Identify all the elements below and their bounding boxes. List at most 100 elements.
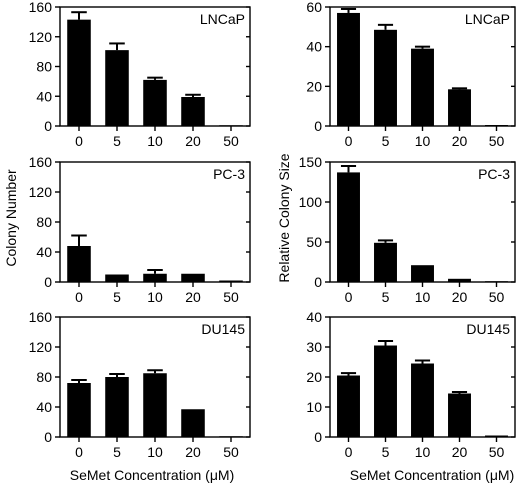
bar — [181, 96, 205, 126]
y-tick-label: 0 — [314, 274, 322, 290]
bar — [374, 29, 397, 126]
bar — [448, 89, 471, 126]
y-tick-label: 80 — [36, 369, 52, 385]
y-tick-label: 60 — [306, 0, 322, 15]
bar — [485, 281, 508, 282]
bar — [105, 274, 129, 282]
y-tick-label: 160 — [29, 309, 53, 325]
x-tick-label: 0 — [75, 133, 83, 149]
x-tick-label: 50 — [223, 133, 239, 149]
y-tick-label: 160 — [29, 154, 53, 170]
bar — [337, 375, 360, 437]
y-tick-label: 50 — [306, 234, 322, 250]
y-tick-label: 40 — [306, 39, 322, 55]
y-tick-label: 0 — [314, 118, 322, 134]
x-tick-label: 50 — [223, 444, 239, 460]
y-tick-label: 40 — [306, 309, 322, 325]
left-x-axis-label: SeMet Concentration (μM) — [70, 467, 234, 483]
y-tick-label: 20 — [306, 369, 322, 385]
panel-pc-3-relative-colony-size: 0 50 100 150 0 5 10 20 50 PC-3 — [299, 154, 516, 305]
y-tick-label: 40 — [36, 399, 52, 415]
bar — [219, 125, 243, 126]
bar — [143, 79, 167, 126]
bar — [485, 125, 508, 126]
x-tick-label: 0 — [345, 133, 353, 149]
x-tick-label: 0 — [345, 444, 353, 460]
y-tick-label: 0 — [44, 274, 52, 290]
cell-line-label: LNCaP — [465, 11, 510, 27]
y-tick-label: 120 — [29, 29, 53, 45]
y-tick-label: 120 — [29, 339, 53, 355]
bar — [181, 273, 205, 282]
y-tick-label: 0 — [44, 429, 52, 445]
x-tick-label: 5 — [382, 289, 390, 305]
bar — [448, 393, 471, 437]
right-x-axis-label: SeMet Concentration (μM) — [350, 467, 514, 483]
bar — [337, 12, 360, 127]
panel-pc-3-colony-number: 0 40 80 120 160 0 5 10 20 50 PC-3 — [29, 154, 251, 305]
bar — [374, 345, 397, 437]
y-tick-label: 40 — [36, 244, 52, 260]
x-tick-label: 50 — [489, 289, 505, 305]
y-tick-label: 30 — [306, 339, 322, 355]
x-tick-label: 20 — [185, 444, 201, 460]
x-tick-label: 20 — [185, 289, 201, 305]
y-tick-label: 0 — [44, 118, 52, 134]
right-y-axis-label: Relative Colony Size — [276, 153, 292, 282]
x-tick-label: 50 — [489, 444, 505, 460]
x-tick-label: 50 — [489, 133, 505, 149]
bar — [181, 409, 205, 437]
bar — [143, 373, 167, 437]
panel-lncap-relative-colony-size: 0 20 40 60 0 5 10 20 50 LNCaP — [306, 0, 516, 149]
y-tick-label: 150 — [299, 154, 323, 170]
left-y-axis-label: Colony Number — [3, 169, 19, 267]
bar — [374, 242, 397, 282]
x-tick-label: 5 — [113, 444, 121, 460]
cell-line-label: DU145 — [201, 321, 245, 337]
bar — [219, 280, 243, 282]
x-tick-label: 10 — [415, 444, 431, 460]
bar — [337, 172, 360, 282]
cell-line-label: PC-3 — [478, 166, 510, 182]
x-tick-label: 10 — [147, 289, 163, 305]
y-tick-label: 40 — [36, 88, 52, 104]
x-tick-label: 10 — [147, 133, 163, 149]
cell-line-label: LNCaP — [200, 11, 245, 27]
bar — [143, 273, 167, 282]
x-tick-label: 20 — [185, 133, 201, 149]
panel-lncap-colony-number: 0 40 80 120 160 0 5 10 20 50 LNCaP — [29, 0, 251, 149]
x-tick-label: 5 — [382, 444, 390, 460]
x-tick-label: 10 — [415, 289, 431, 305]
y-tick-label: 100 — [299, 194, 323, 210]
x-tick-label: 10 — [147, 444, 163, 460]
bar — [105, 377, 129, 437]
y-tick-label: 80 — [36, 59, 52, 75]
x-tick-label: 5 — [113, 133, 121, 149]
y-tick-label: 160 — [29, 0, 53, 15]
x-tick-label: 20 — [452, 289, 468, 305]
cell-line-label: DU145 — [466, 321, 510, 337]
bar — [411, 363, 434, 437]
x-tick-label: 50 — [223, 289, 239, 305]
bar — [485, 435, 508, 437]
bar — [105, 50, 129, 127]
bar — [67, 246, 91, 282]
x-tick-label: 0 — [75, 289, 83, 305]
bar — [411, 265, 434, 282]
panel-du145-colony-number: 0 40 80 120 160 0 5 10 20 50 DU145 — [29, 309, 251, 460]
x-tick-label: 0 — [345, 289, 353, 305]
x-tick-label: 0 — [75, 444, 83, 460]
x-tick-label: 20 — [452, 133, 468, 149]
y-tick-label: 10 — [306, 399, 322, 415]
y-tick-label: 0 — [314, 429, 322, 445]
y-tick-label: 80 — [36, 214, 52, 230]
x-tick-label: 20 — [452, 444, 468, 460]
bar — [411, 48, 434, 126]
bar — [448, 278, 471, 282]
cell-line-label: PC-3 — [213, 166, 245, 182]
bar — [67, 383, 91, 437]
bar — [67, 19, 91, 126]
x-tick-label: 5 — [382, 133, 390, 149]
